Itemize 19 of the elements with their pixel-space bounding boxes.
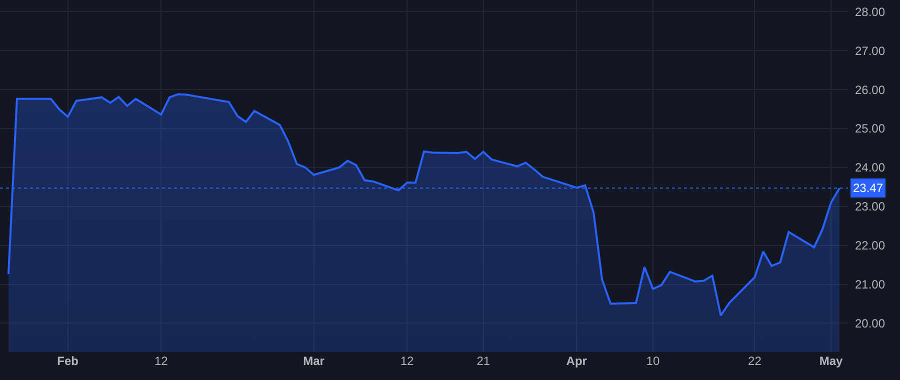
x-tick-label: May xyxy=(819,354,844,368)
y-tick-label: 25.00 xyxy=(855,122,886,136)
x-tick-label: 12 xyxy=(154,354,168,368)
x-tick-label: 12 xyxy=(400,354,414,368)
ref-line-label: 23.47 xyxy=(853,181,884,195)
y-tick-label: 22.00 xyxy=(855,238,886,253)
x-tick-label: Mar xyxy=(303,354,325,368)
x-tick-label: 21 xyxy=(476,354,490,368)
y-tick-label: 20.00 xyxy=(855,316,886,330)
y-tick-label: 24.00 xyxy=(855,160,886,175)
y-tick-label: 27.00 xyxy=(855,44,886,58)
y-tick-label: 23.00 xyxy=(855,200,886,214)
y-tick-label: 21.00 xyxy=(855,277,886,292)
y-tick-label: 28.00 xyxy=(855,4,886,19)
x-tick-label: 22 xyxy=(748,354,762,368)
y-tick-label: 26.00 xyxy=(855,82,886,97)
x-tick-label: 10 xyxy=(646,354,660,368)
x-tick-label: Feb xyxy=(57,354,79,368)
x-tick-label: Apr xyxy=(566,354,588,368)
